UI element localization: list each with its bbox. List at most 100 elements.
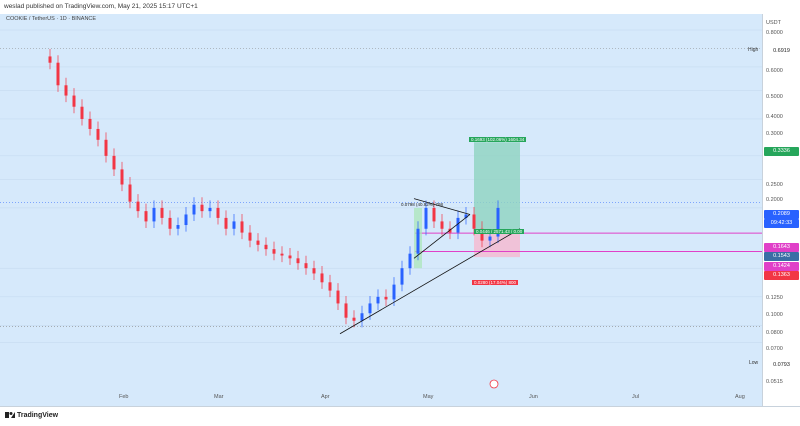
candle-body bbox=[160, 207, 164, 218]
symbol-label: COOKIE / TetherUS · 1D · BINANCE bbox=[6, 16, 97, 22]
tradingview-logo[interactable]: TradingView bbox=[5, 412, 58, 419]
candle-body bbox=[200, 204, 204, 212]
time-axis[interactable]: Feb Mar Apr May Jun Jul Aug TradingView bbox=[0, 394, 800, 426]
low-tag: 0.0793 bbox=[764, 361, 799, 370]
candle-body bbox=[56, 62, 60, 86]
time-tick-jul: Jul bbox=[632, 394, 640, 400]
candle-body bbox=[272, 249, 276, 254]
candle-body bbox=[304, 263, 308, 269]
triangle-annotation: 0.0798 (40.92%) 798 bbox=[401, 202, 444, 207]
candle-body bbox=[96, 128, 100, 140]
time-tick-aug: Aug bbox=[735, 394, 745, 400]
candle-body bbox=[408, 253, 412, 269]
candle-body bbox=[448, 228, 452, 233]
candle-body bbox=[184, 214, 188, 226]
candle-body bbox=[176, 225, 180, 229]
candle-body bbox=[144, 211, 148, 222]
candle-body bbox=[120, 169, 124, 185]
candle-body bbox=[320, 273, 324, 283]
candle-body bbox=[352, 317, 356, 321]
tick-6: 0.2000 bbox=[766, 197, 783, 203]
event-marker-icon bbox=[489, 379, 499, 389]
stop-annotation: 0.0280 (17.04%) 800 bbox=[472, 280, 519, 285]
lower-price-tag: 0.1424 bbox=[764, 262, 799, 271]
candle-body bbox=[328, 282, 332, 291]
countdown-tag: 09:42:33 bbox=[764, 219, 799, 228]
candle-body bbox=[312, 268, 316, 274]
candle-body bbox=[64, 85, 68, 96]
high-label: High bbox=[748, 47, 759, 53]
candle-body bbox=[464, 214, 468, 218]
tradingview-logo-icon bbox=[5, 412, 15, 419]
candle-body bbox=[240, 221, 244, 233]
time-tick-may: May bbox=[423, 394, 434, 400]
candle-body bbox=[232, 221, 236, 229]
publish-text: weslad published on TradingView.com, May… bbox=[4, 3, 198, 10]
tick-9: 0.0800 bbox=[766, 330, 783, 336]
candle-body bbox=[400, 268, 404, 285]
candle-body bbox=[192, 204, 196, 215]
candle-body bbox=[152, 207, 156, 222]
candle-body bbox=[224, 217, 228, 229]
entry-price-tag: 0.1643 bbox=[764, 243, 799, 252]
publish-header: weslad published on TradingView.com, May… bbox=[0, 0, 800, 14]
tick-0: 0.8000 bbox=[766, 30, 783, 36]
tick-4: 0.3000 bbox=[766, 131, 783, 137]
high-tag: 0.6919 bbox=[764, 47, 799, 56]
triangle-upper bbox=[413, 198, 471, 215]
tick-10: 0.0700 bbox=[766, 346, 783, 352]
time-tick-jun: Jun bbox=[529, 394, 538, 400]
target-price-tag: 0.3336 bbox=[764, 147, 799, 156]
support-trendline bbox=[339, 228, 521, 335]
candle-body bbox=[72, 95, 76, 107]
price-chart[interactable] bbox=[0, 14, 762, 406]
tick-7: 0.1250 bbox=[766, 295, 783, 301]
candle-body bbox=[336, 290, 340, 304]
candle-body bbox=[392, 284, 396, 300]
candle-body bbox=[112, 155, 116, 170]
tick-1: 0.6000 bbox=[766, 68, 783, 74]
time-tick-feb: Feb bbox=[119, 394, 129, 400]
candle-body bbox=[384, 296, 388, 300]
candle-body bbox=[48, 56, 52, 63]
candle-body bbox=[480, 228, 484, 241]
tick-8: 0.1000 bbox=[766, 312, 783, 318]
candle-body bbox=[360, 313, 364, 321]
candle-body bbox=[136, 201, 140, 212]
tick-2: 0.5000 bbox=[766, 94, 783, 100]
price-axis[interactable]: USDT 0.8000 0.6919 0.6000 0.5000 0.4000 … bbox=[762, 14, 800, 406]
candle-body bbox=[488, 236, 492, 241]
candle-body bbox=[456, 217, 460, 233]
candle-body bbox=[440, 221, 444, 229]
stop-price-tag: 0.1363 bbox=[764, 271, 799, 280]
low-label: Low bbox=[749, 360, 759, 366]
mid-price-tag: 0.1543 bbox=[764, 252, 799, 261]
candle-body bbox=[208, 207, 212, 212]
candle-body bbox=[432, 207, 436, 222]
triangle-lower bbox=[413, 214, 471, 259]
candle-body bbox=[216, 207, 220, 218]
chart-area[interactable]: COOKIE / TetherUS · 1D · BINANCE High Lo… bbox=[0, 14, 762, 406]
candle-body bbox=[80, 106, 84, 119]
candle-body bbox=[280, 253, 284, 256]
tick-3: 0.4000 bbox=[766, 114, 783, 120]
time-tick-apr: Apr bbox=[321, 394, 330, 400]
candle-body bbox=[376, 296, 380, 304]
candle-body bbox=[424, 207, 428, 229]
currency-label: USDT bbox=[766, 20, 781, 26]
candle-body bbox=[368, 303, 372, 314]
candle-body bbox=[344, 303, 348, 318]
candle-body bbox=[296, 258, 300, 264]
last-price-tag: 0.2089 bbox=[764, 210, 799, 219]
candle-body bbox=[416, 228, 420, 254]
candle-body bbox=[168, 217, 172, 229]
candle-body bbox=[248, 232, 252, 241]
candle-body bbox=[128, 184, 132, 202]
candle-body bbox=[256, 240, 260, 245]
target-annotation: 0.1693 (102.06%) 1604.34 bbox=[469, 137, 527, 142]
tick-11: 0.0515 bbox=[766, 379, 783, 385]
candle-body bbox=[264, 244, 268, 250]
candle-body bbox=[288, 255, 292, 259]
candle-body bbox=[496, 207, 500, 237]
candle-body bbox=[104, 139, 108, 156]
